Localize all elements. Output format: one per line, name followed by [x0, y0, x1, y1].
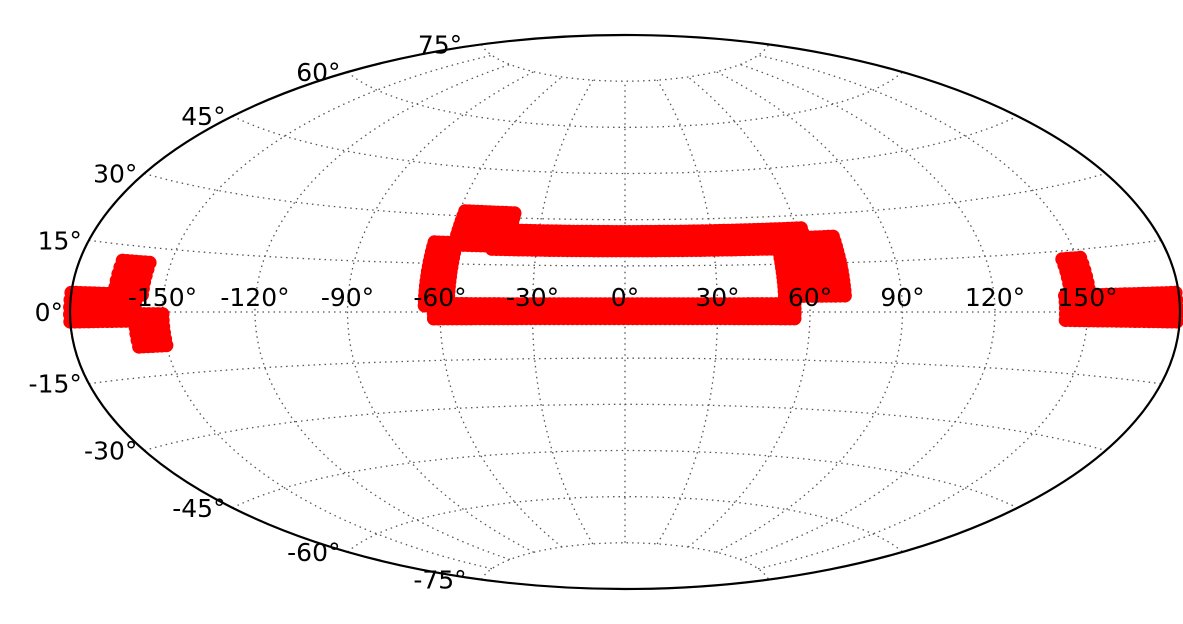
parallel-line	[480, 542, 770, 580]
parallel-line	[144, 172, 1106, 221]
parallel-line	[347, 496, 903, 553]
x-tick-label: -150°	[128, 283, 197, 312]
x-tick-label: -90°	[321, 283, 374, 312]
y-tick-label: -60°	[287, 538, 340, 567]
y-tick-label: -75°	[413, 566, 466, 595]
meridian-line	[739, 63, 996, 561]
parallel-line	[347, 71, 903, 128]
y-tick-label: -45°	[172, 494, 225, 523]
data-point	[507, 206, 522, 221]
x-tick-label: 150°	[1057, 283, 1117, 312]
y-tick-label: -15°	[29, 370, 82, 399]
data-point	[155, 307, 170, 322]
x-tick-label: 0°	[611, 283, 639, 312]
data-point	[825, 229, 840, 244]
x-tick-label: -30°	[506, 283, 559, 312]
x-tick-label: -60°	[413, 283, 466, 312]
y-tick-label: 30°	[93, 160, 137, 189]
parallel-line	[480, 44, 770, 82]
tick-labels: -150° -120° -90° -60° -30° 0° 30° 60° 90° 120° 150…	[29, 30, 1118, 594]
x-tick-label: 120°	[965, 283, 1025, 312]
data-point	[1073, 250, 1088, 265]
y-tick-label: 60°	[296, 58, 340, 87]
x-tick-label: 60°	[788, 283, 832, 312]
y-tick-label: 45°	[181, 102, 225, 131]
y-tick-label: 15°	[38, 226, 82, 255]
data-point	[142, 255, 157, 270]
data-point	[1168, 285, 1183, 300]
y-tick-label: 75°	[418, 30, 462, 59]
meridian-line	[346, 71, 535, 553]
projection-boundary	[68, 33, 1182, 591]
x-tick-label: 30°	[695, 283, 739, 312]
parallel-line	[88, 357, 1162, 385]
x-tick-label: -120°	[220, 283, 289, 312]
meridian-line	[254, 63, 511, 561]
meridian-line	[715, 71, 904, 553]
data-points	[63, 204, 1183, 354]
x-tick-label: 90°	[880, 283, 924, 312]
y-tick-label: -30°	[84, 437, 137, 466]
y-tick-label: 0°	[35, 298, 63, 327]
